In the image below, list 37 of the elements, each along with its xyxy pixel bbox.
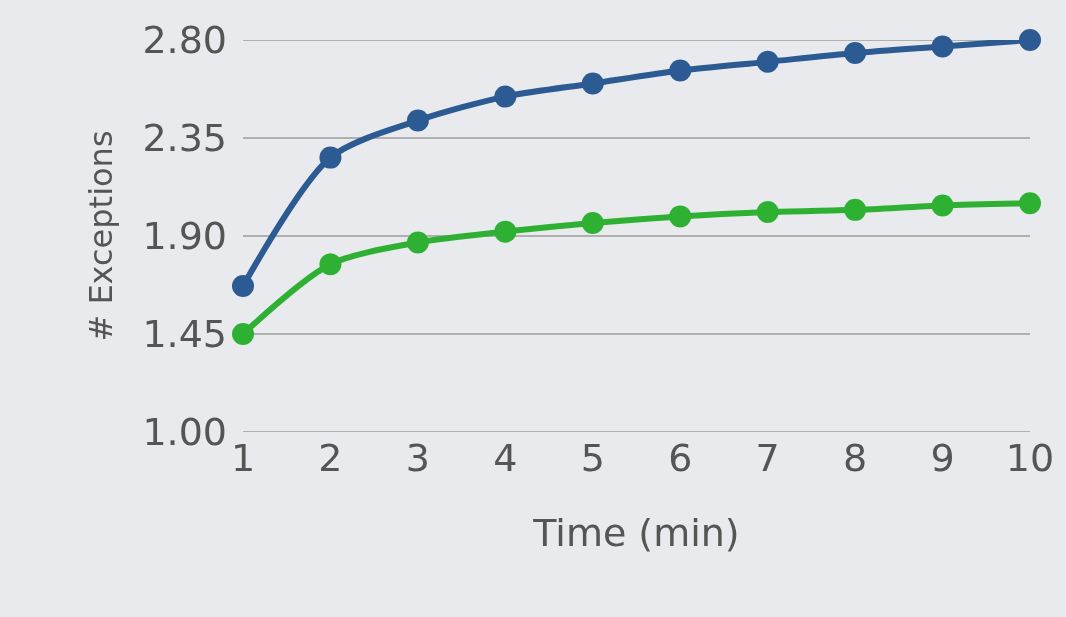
point	[232, 275, 254, 298]
point	[494, 85, 517, 108]
x-tick-label: 10	[1005, 436, 1055, 480]
y-tick-label: 1.00	[142, 410, 227, 455]
point	[319, 253, 342, 276]
x-tick-label: 2	[318, 436, 343, 480]
point	[844, 42, 867, 65]
point	[406, 231, 429, 254]
x-axis-title: Time (min)	[532, 511, 740, 556]
point	[581, 72, 604, 95]
x-tick-label: 8	[843, 436, 868, 480]
point	[1019, 29, 1041, 51]
y-tick-label: 2.35	[142, 116, 227, 161]
point	[581, 211, 604, 234]
x-tick-label: 7	[755, 436, 780, 480]
x-tick-label: 9	[930, 436, 955, 480]
point	[669, 59, 692, 82]
point	[844, 198, 867, 221]
y-axis-title: # Exceptions	[81, 130, 120, 342]
point	[319, 146, 342, 169]
x-tick-label: 4	[493, 436, 518, 480]
point	[756, 201, 779, 224]
point	[406, 109, 429, 132]
x-tick-label: 6	[668, 436, 693, 480]
x-tick-label: 3	[405, 436, 430, 480]
point	[1019, 192, 1041, 215]
y-tick-label: 1.90	[142, 214, 227, 259]
point	[232, 323, 254, 345]
y-tick-label: 2.80	[142, 18, 227, 63]
point	[931, 35, 954, 58]
point	[669, 205, 692, 228]
x-tick-label: 5	[580, 436, 605, 480]
point	[931, 194, 954, 217]
y-tick-label: 1.45	[142, 312, 227, 357]
x-tick-label: 1	[230, 436, 256, 480]
point	[756, 50, 779, 73]
point	[494, 220, 517, 243]
